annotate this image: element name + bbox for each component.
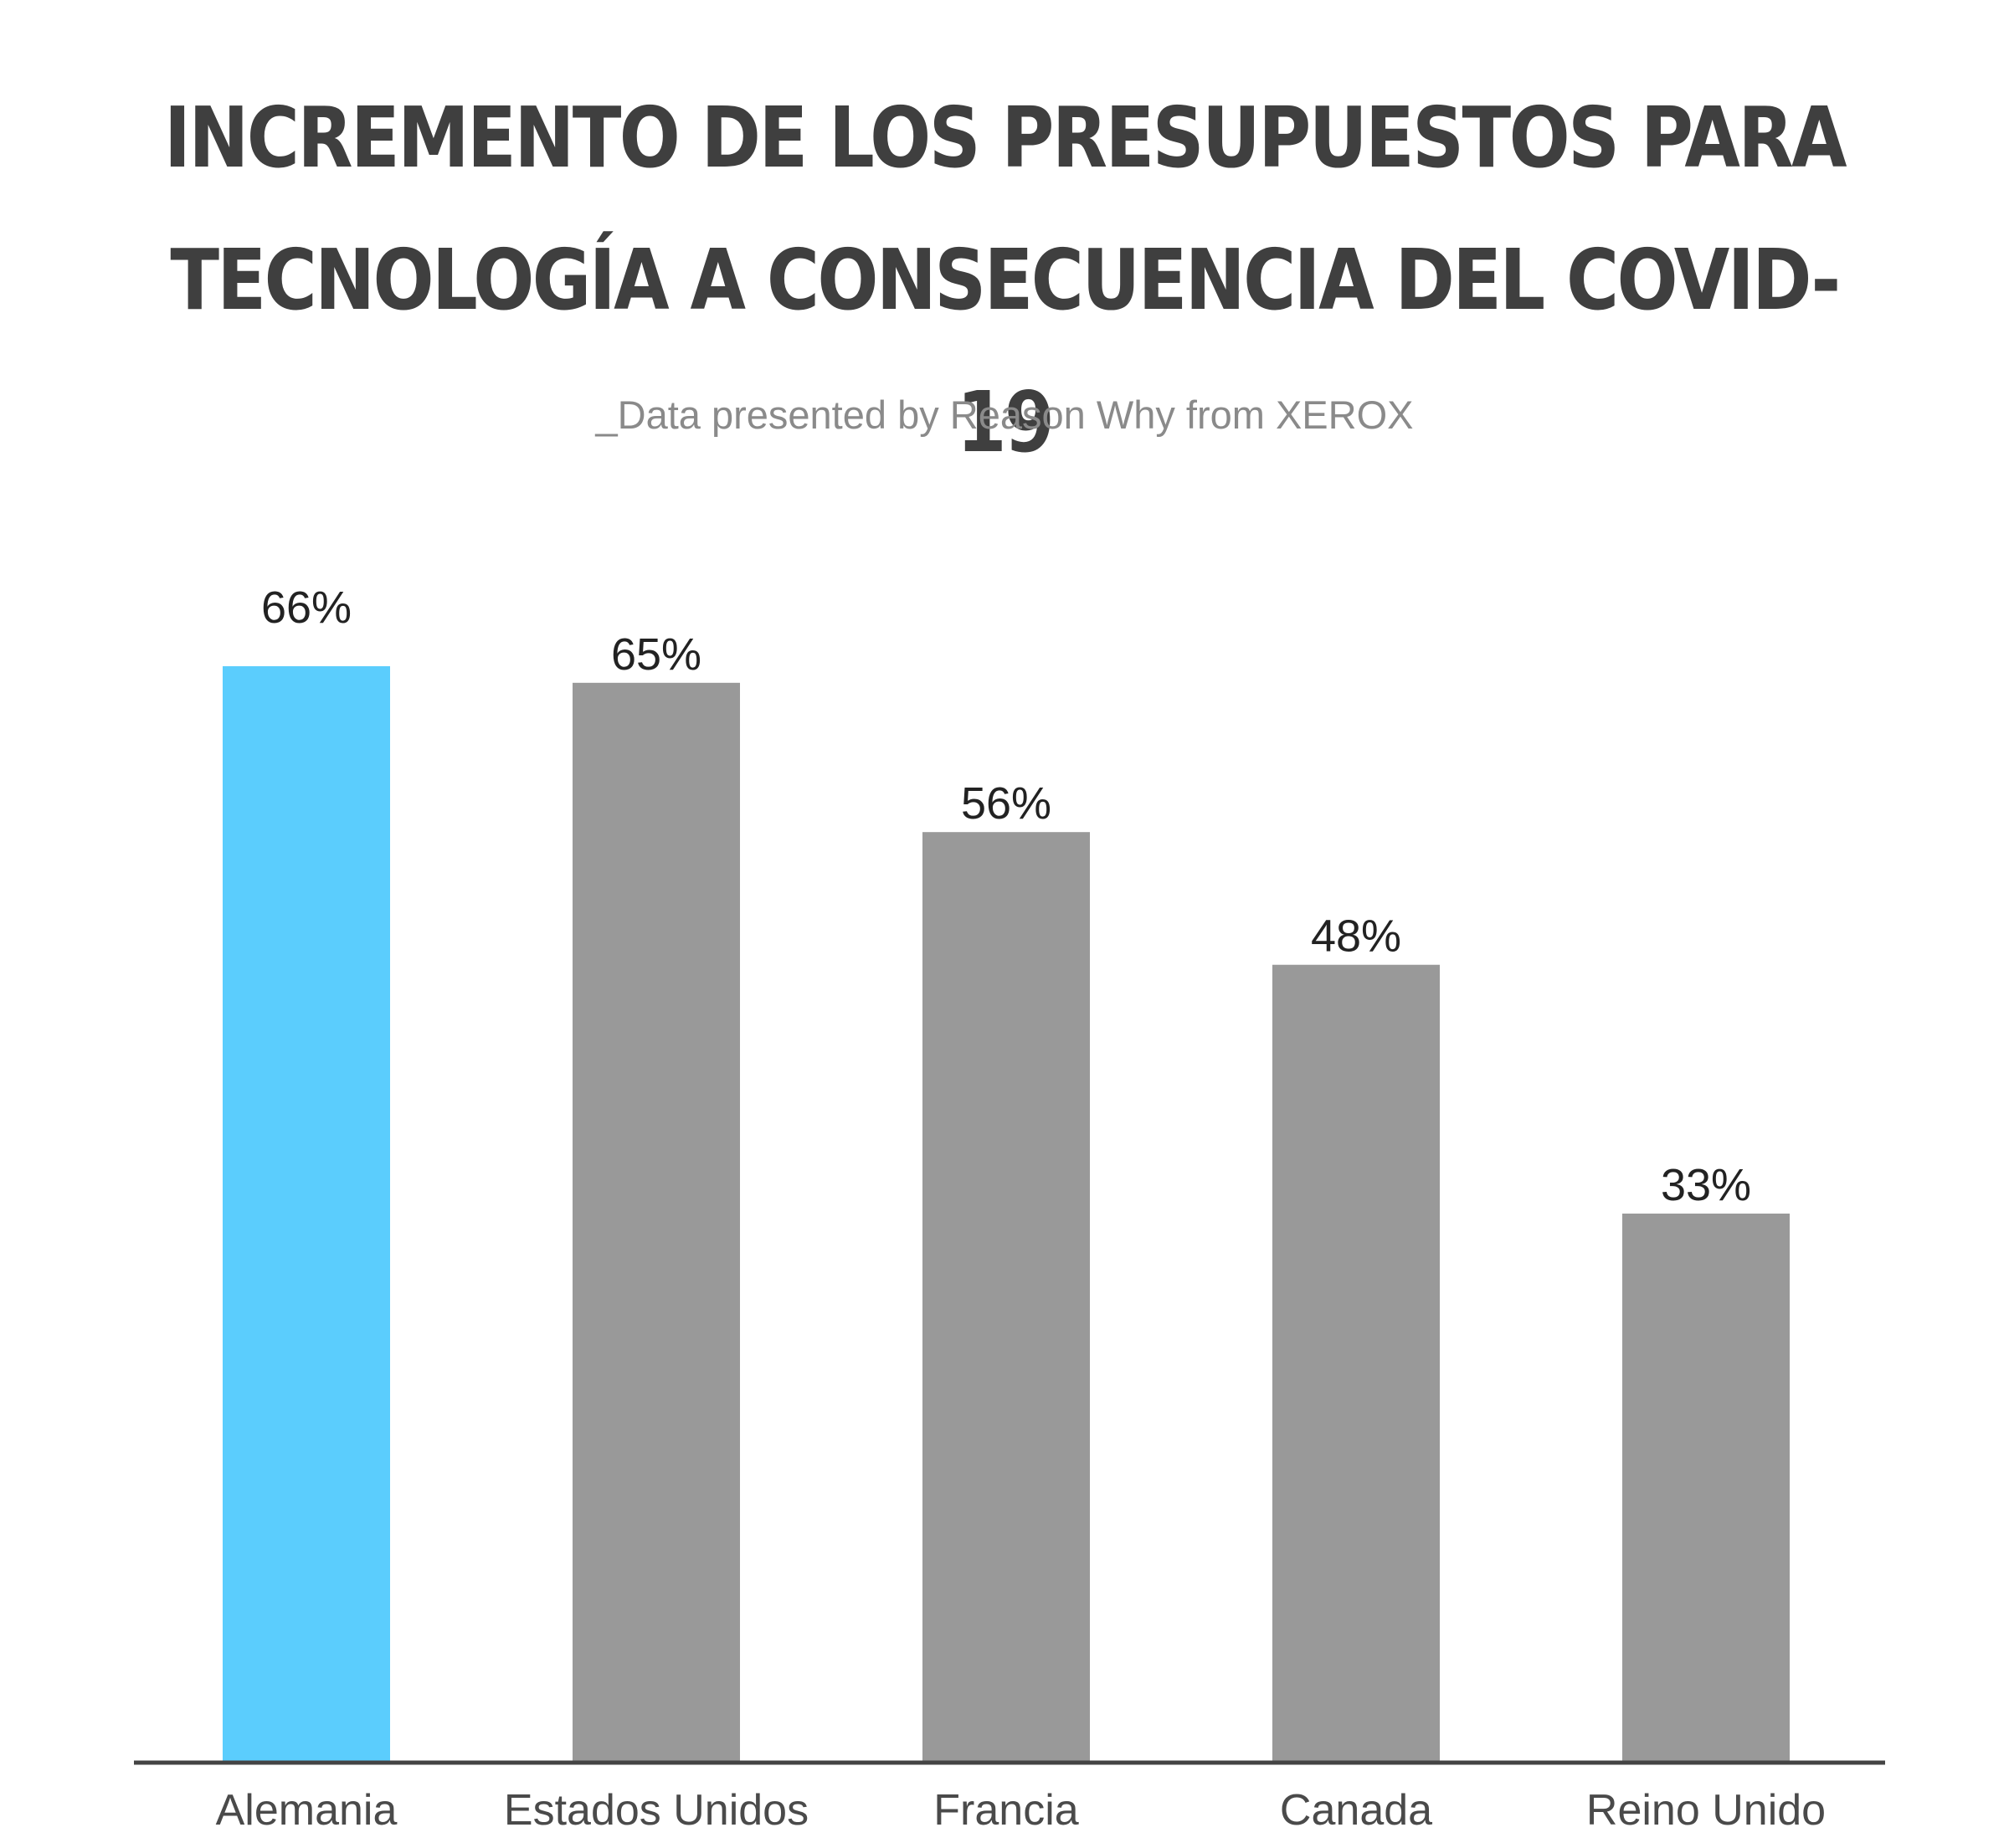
value-label-francia: 56%: [961, 778, 1051, 829]
bar-alemania: [223, 666, 390, 1761]
category-label-canada: Canada: [1280, 1786, 1432, 1835]
chart-title-line-1: INCREMENTO DE LOS PRESUPUESTOS PARA: [163, 89, 1847, 187]
category-label-reino-unido: Reino Unido: [1586, 1786, 1826, 1835]
value-label-canada: 48%: [1311, 911, 1401, 962]
bar-francia: [922, 832, 1090, 1761]
chart-subtitle: _Data presented by Reason Why from XEROX: [595, 393, 1414, 437]
chart-title-line-2: TECNOLOGÍA A CONSECUENCIA DEL COVID-19: [170, 231, 1841, 471]
bar-estados-unidos: [573, 682, 740, 1762]
value-label-alemania: 66%: [261, 583, 352, 633]
value-label-estados-unidos: 65%: [611, 629, 701, 680]
bar-reino-unido: [1622, 1214, 1790, 1761]
bars-group: [223, 666, 1790, 1762]
bar-canada: [1272, 964, 1440, 1761]
chart-title: INCREMENTO DE LOS PRESUPUESTOS PARA TECN…: [141, 67, 1868, 494]
category-label-alemania: Alemania: [216, 1786, 398, 1835]
value-labels-group: 66% 65% 56% 48% 33%: [261, 583, 1751, 1210]
category-labels-group: Alemania Estados Unidos Francia Canada Reino…: [216, 1786, 1826, 1835]
value-label-reino-unido: 33%: [1661, 1160, 1751, 1210]
category-label-francia: Francia: [933, 1786, 1078, 1835]
category-label-estados-unidos: Estados Unidos: [504, 1786, 809, 1835]
